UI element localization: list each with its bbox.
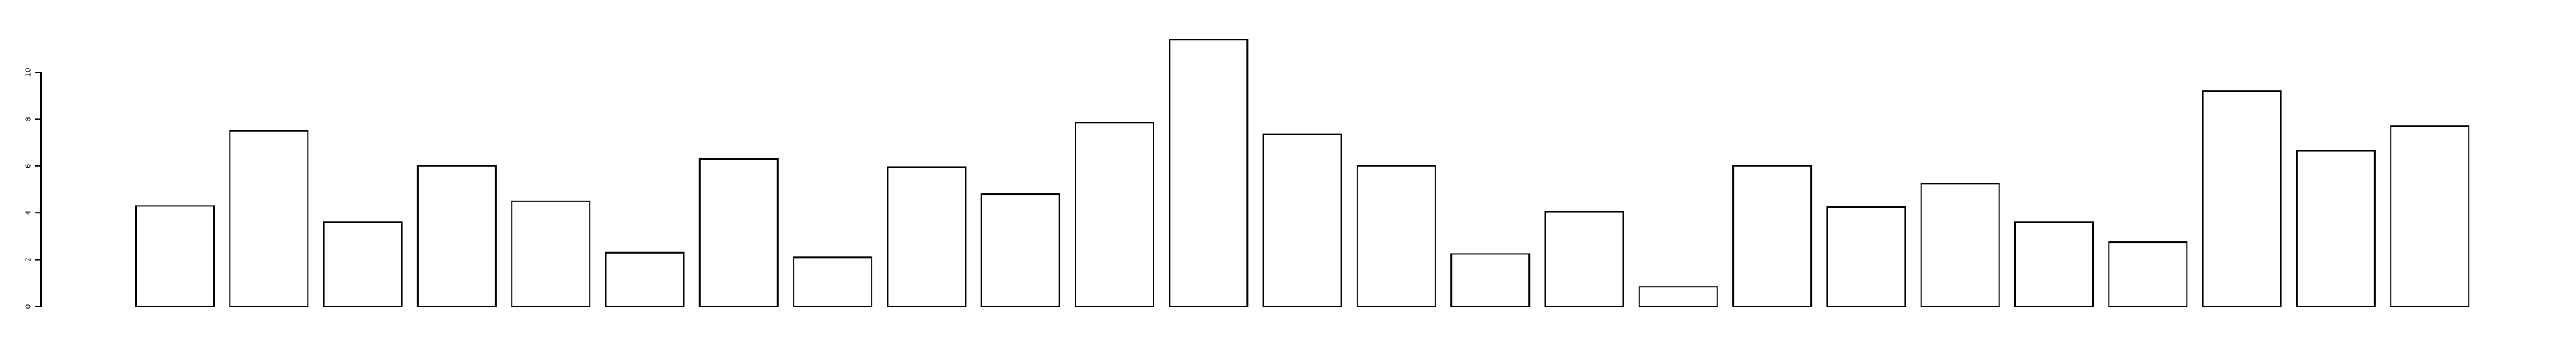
bars bbox=[135, 39, 2470, 308]
bar bbox=[1544, 211, 1624, 307]
y-tick-label: 6 bbox=[25, 164, 33, 168]
y-tick-label: 4 bbox=[25, 211, 33, 215]
bar bbox=[2202, 90, 2282, 307]
bar bbox=[416, 165, 497, 307]
bar bbox=[980, 193, 1060, 308]
bar bbox=[135, 205, 215, 308]
y-tick-label: 2 bbox=[25, 257, 33, 261]
bar bbox=[1356, 165, 1436, 307]
bar bbox=[1920, 183, 2000, 308]
bar bbox=[2108, 241, 2188, 308]
bar bbox=[605, 251, 685, 308]
y-tick-label: 8 bbox=[25, 117, 33, 121]
bar bbox=[1826, 206, 1906, 307]
bar bbox=[698, 158, 779, 307]
bar bbox=[887, 166, 967, 307]
y-tick-label: 10 bbox=[25, 68, 33, 77]
y-tick-label: 0 bbox=[25, 304, 33, 309]
y-ticks: 0 2 4 6 8 10 bbox=[25, 68, 41, 309]
bar bbox=[511, 200, 591, 307]
bar bbox=[1732, 165, 1813, 307]
bar bbox=[1262, 133, 1342, 307]
y-axis: 0 2 4 6 8 10 bbox=[25, 68, 42, 309]
bar bbox=[2014, 221, 2094, 307]
bar bbox=[2296, 150, 2376, 307]
bar bbox=[229, 130, 309, 307]
bar bbox=[2390, 125, 2470, 307]
bar bbox=[1450, 253, 1531, 307]
bar bbox=[1638, 286, 1718, 307]
bar bbox=[323, 221, 403, 307]
bar bbox=[1075, 122, 1154, 307]
bar bbox=[1169, 39, 1249, 307]
bar bbox=[793, 256, 873, 307]
